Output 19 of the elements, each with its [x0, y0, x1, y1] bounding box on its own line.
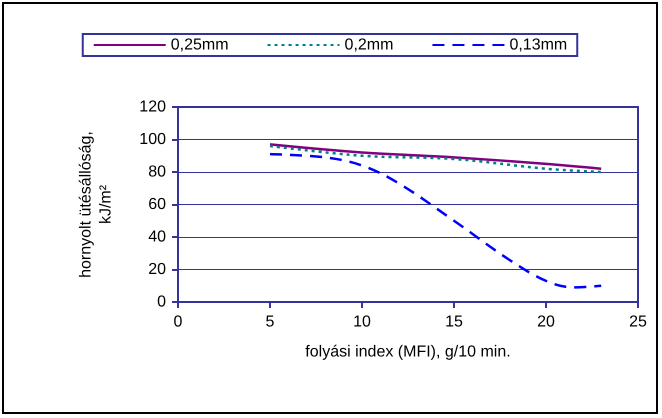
legend-label: 0,2mm	[344, 36, 394, 54]
legend-label: 0,25mm	[170, 36, 229, 54]
x-tick-label: 5	[266, 314, 275, 330]
x-tick-label: 20	[537, 314, 555, 330]
x-axis-title: folyási index (MFI), g/10 min.	[305, 344, 511, 360]
x-tick-label: 25	[629, 314, 647, 330]
y-tick-label: 60	[148, 196, 166, 213]
y-tick-label: 20	[148, 261, 166, 278]
x-tick-label: 0	[174, 314, 183, 330]
legend-label: 0,13mm	[509, 36, 568, 54]
y-tick-label: 100	[139, 131, 166, 148]
x-tick-label: 10	[353, 314, 371, 330]
x-tick-label: 15	[445, 314, 463, 330]
y-tick-label: 40	[148, 228, 166, 246]
y-axis-title: hornyolt ütésállóság, kJ/m²	[78, 131, 114, 278]
y-tick-label: 120	[139, 98, 166, 116]
y-tick-label: 80	[148, 164, 166, 180]
line-series	[268, 152, 602, 289]
y-tick-label: 0	[157, 294, 166, 310]
